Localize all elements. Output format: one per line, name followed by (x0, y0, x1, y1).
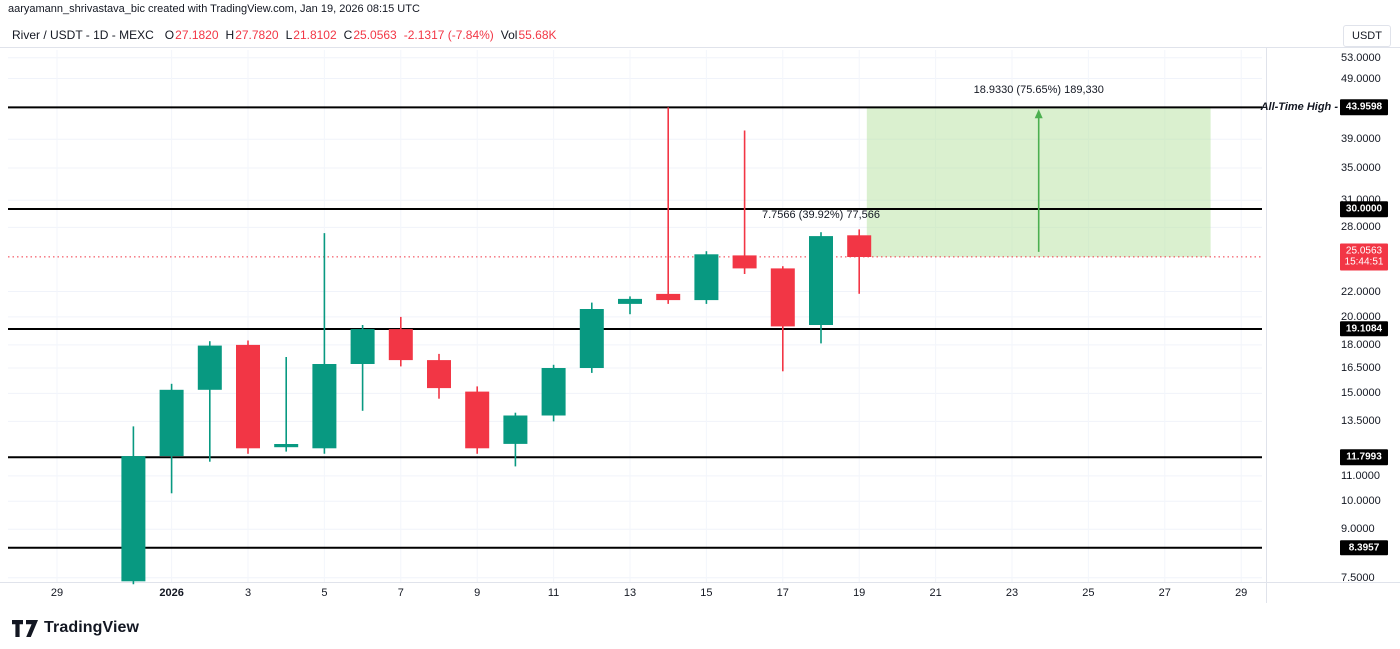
ohlc-low: L 21.8102 (286, 28, 337, 42)
price-axis-divider (1266, 47, 1267, 603)
time-axis-divider (0, 582, 1400, 583)
close-label: C (343, 28, 353, 42)
open-label: O (164, 28, 175, 42)
attribution-text: aaryamann_shrivastava_bic created with T… (8, 3, 420, 15)
ohlc-open: O 27.1820 (165, 28, 219, 42)
tradingview-logo-icon (12, 619, 38, 637)
low-label: L (285, 28, 293, 42)
tradingview-logo-text: TradingView (44, 619, 140, 636)
header-divider (0, 47, 1400, 48)
ohlc-high: H 27.7820 (226, 28, 279, 42)
change-value: -2.1317 (-7.84%) (403, 28, 494, 42)
ohlc-close: C 25.0563 (344, 28, 397, 42)
low-value: 21.8102 (293, 28, 337, 42)
high-label: H (225, 28, 235, 42)
volume-value: 55.68K (518, 28, 557, 42)
chart-legend: River / USDT - 1D - MEXC O 27.1820 H 27.78… (12, 28, 557, 42)
symbol-title[interactable]: River / USDT - 1D - MEXC (12, 28, 154, 42)
open-value: 27.1820 (175, 28, 219, 42)
high-value: 27.7820 (235, 28, 279, 42)
close-value: 25.0563 (353, 28, 397, 42)
tradingview-watermark[interactable]: TradingView (12, 619, 139, 637)
currency-unit-button[interactable]: USDT (1343, 25, 1391, 47)
volume-label: Vol (500, 28, 518, 42)
volume: Vol 55.68K (501, 28, 557, 42)
